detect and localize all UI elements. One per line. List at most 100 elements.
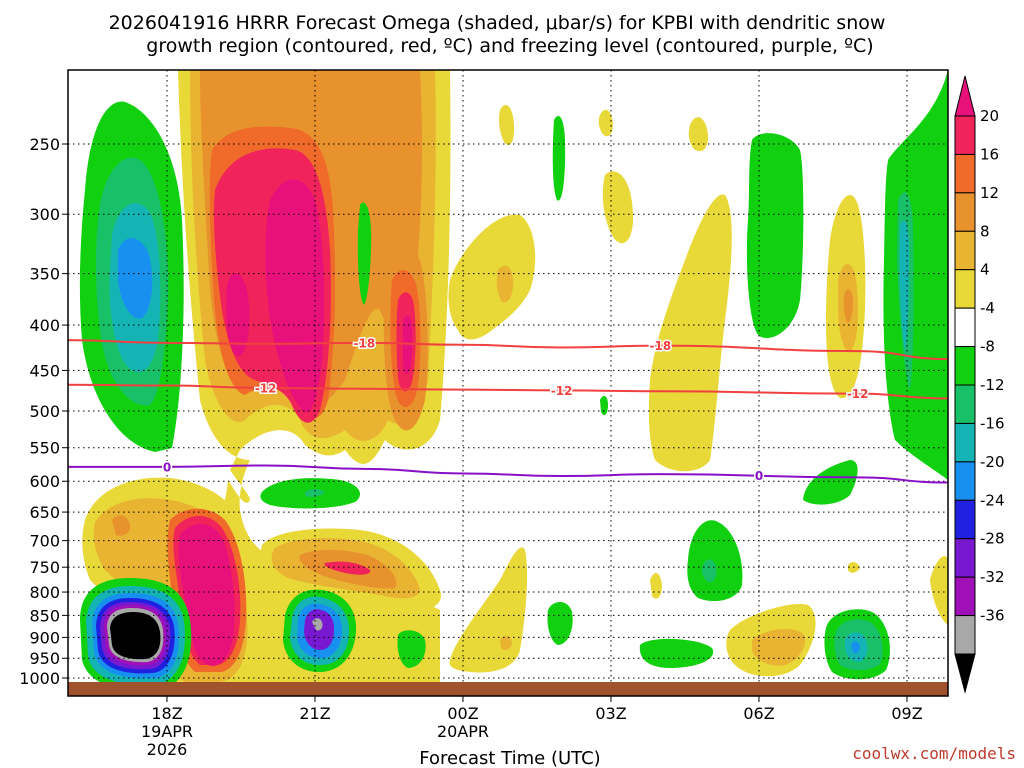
omega-region <box>899 220 909 350</box>
omega-region <box>110 612 161 660</box>
colorbar-label: -20 <box>980 453 1005 471</box>
omega-region <box>930 556 948 625</box>
y-tick-label: 550 <box>29 439 60 458</box>
dgz-minus-18-contour <box>68 339 948 361</box>
omega-region <box>403 315 413 375</box>
y-tick-label: 600 <box>29 472 60 491</box>
omega-region <box>639 638 714 668</box>
dgz-minus-12-contour-label: -12 <box>551 384 573 398</box>
omega-region <box>883 70 948 480</box>
omega-region <box>648 194 732 472</box>
freezing-level-contour-label: 0 <box>163 460 171 474</box>
colorbar-swatch <box>954 576 976 617</box>
colorbar-label: 20 <box>980 107 999 125</box>
y-tick-label: 450 <box>29 361 60 380</box>
dgz-minus-18-contour-label: -18 <box>649 339 671 353</box>
contour-lines: 0 0 -12 -12 -12 -18 -18 <box>68 335 948 485</box>
colorbar-swatch <box>954 115 976 155</box>
omega-region <box>496 265 514 303</box>
omega-region <box>843 289 853 323</box>
y-tick-label: 650 <box>29 503 60 522</box>
chart-title-line-2: growth region (contoured, red, ºC) and f… <box>146 35 873 57</box>
colorbar-label: -8 <box>980 338 995 356</box>
shaded-field: 0 0 -12 -12 -12 -18 -18 <box>68 70 948 696</box>
x-tick-sublabel: 2026 <box>147 740 188 759</box>
y-tick-label: 350 <box>29 265 60 284</box>
x-axis-label: Forecast Time (UTC) <box>419 748 600 768</box>
colorbar-label: 12 <box>980 184 999 202</box>
colorbar-swatch <box>954 384 976 424</box>
credit-link[interactable]: coolwx.com/models <box>852 744 1016 763</box>
omega-region <box>324 561 371 575</box>
omega-region <box>600 395 608 416</box>
omega-region <box>448 214 536 340</box>
colorbar-label: 16 <box>980 145 999 163</box>
colorbar-label: -32 <box>980 568 1005 586</box>
y-tick-label: 850 <box>29 606 60 625</box>
colorbar-label: 4 <box>980 261 990 279</box>
y-tick-label: 700 <box>29 532 60 551</box>
dgz-minus-18-contour-label: -18 <box>353 336 375 350</box>
colorbar-swatch <box>954 192 976 232</box>
omega-region <box>112 515 131 536</box>
colorbar-label: -12 <box>980 376 1005 394</box>
omega-region <box>226 273 250 357</box>
omega-region <box>688 117 709 152</box>
y-tick-label: 800 <box>29 583 60 602</box>
freezing-level-contour-label: 0 <box>755 469 763 483</box>
x-tick-label: 09Z <box>891 704 922 723</box>
y-tick-label: 950 <box>29 649 60 668</box>
colorbar-label: -24 <box>980 491 1005 509</box>
omega-region <box>357 202 372 305</box>
omega-region <box>803 460 858 505</box>
colorbar-top-arrow <box>954 75 976 117</box>
colorbar-swatch <box>954 615 976 655</box>
grid-lines <box>68 70 948 696</box>
y-axis: 250 300 350 400 450 500 550 600 650 700 750 800 850 9… <box>19 135 68 688</box>
omega-region <box>265 179 325 413</box>
omega-region <box>118 238 153 319</box>
colorbar: 20 16 12 8 4 -4 -8 -12 -16 -20 -24 -28 -32 -36 <box>954 75 1005 694</box>
x-tick-label: 00Z <box>447 704 478 723</box>
colorbar-swatch <box>954 538 976 578</box>
colorbar-label: -28 <box>980 530 1005 548</box>
colorbar-swatch <box>954 461 976 501</box>
ground-strip <box>68 682 948 696</box>
x-tick-label: 06Z <box>743 704 774 723</box>
colorbar-swatch <box>954 307 976 348</box>
omega-region <box>602 171 634 244</box>
x-tick-label: 03Z <box>595 704 626 723</box>
plot-frame <box>67 69 949 697</box>
x-tick-label: 18Z <box>151 704 182 723</box>
colorbar-swatch <box>954 499 976 540</box>
omega-region <box>598 109 613 137</box>
omega-region <box>552 116 566 201</box>
x-tick-sublabel: 19APR <box>141 722 193 741</box>
omega-region <box>752 628 806 666</box>
omega-region <box>305 489 325 497</box>
y-tick-label: 500 <box>29 402 60 421</box>
colorbar-swatch <box>954 346 976 386</box>
y-tick-label: 400 <box>29 316 60 335</box>
colorbar-swatch <box>954 269 976 309</box>
colorbar-label: -4 <box>980 299 995 317</box>
omega-region <box>746 133 804 339</box>
omega-region <box>500 636 512 650</box>
omega-region <box>178 524 235 666</box>
y-tick-label: 1000 <box>19 669 60 688</box>
colorbar-swatch <box>954 230 976 271</box>
x-tick-sublabel: 20APR <box>437 722 489 741</box>
omega-region <box>499 105 515 145</box>
colorbar-label: -16 <box>980 414 1005 432</box>
freezing-level-contour <box>68 464 948 484</box>
omega-region <box>701 559 717 583</box>
colorbar-label: -36 <box>980 607 1005 625</box>
chart-title-line-1: 2026041916 HRRR Forecast Omega (shaded, … <box>109 12 886 34</box>
colorbar-swatch <box>954 153 976 194</box>
y-tick-label: 900 <box>29 628 60 647</box>
dgz-minus-12-contour <box>68 383 948 400</box>
omega-region <box>851 641 860 654</box>
colorbar-bottom-arrow <box>954 653 976 694</box>
